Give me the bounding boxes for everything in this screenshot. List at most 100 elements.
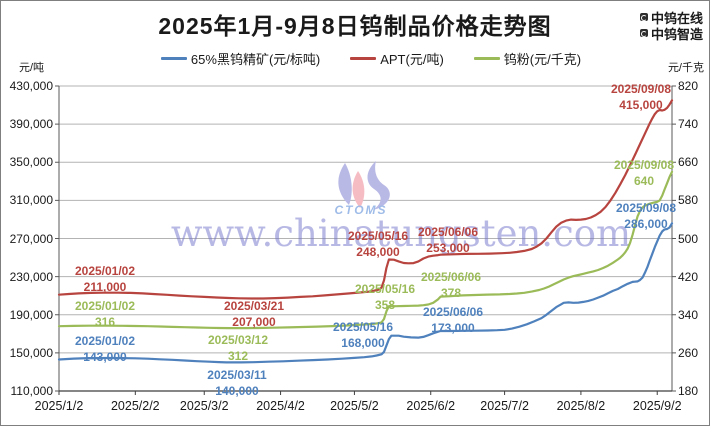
legend-item: APT(元/吨) [350,49,444,68]
right-axis-tick-label: 340 [678,307,699,322]
series-line-green [57,170,674,330]
left-axis-tick-label: 190,000 [9,307,53,322]
x-axis-tick-label: 2025/7/2 [480,399,529,413]
annotation-date: 2025/03/12 [207,333,269,347]
right-axis-tick-label: 500 [678,231,699,246]
legend-label: APT(元/吨) [380,51,444,67]
annotation-value: 358 [374,298,396,312]
left-axis-unit: 元/吨 [19,62,45,74]
annotation-date: 2025/09/08 [613,158,675,172]
annotation-date: 2025/09/08 [615,201,677,215]
data-annotation: 2025/03/21 207,000 [206,298,302,330]
data-annotation: 2025/03/12 312 [190,332,286,364]
x-axis-tick-label: 2025/5/2 [330,399,379,413]
ctia-logo-icon [639,29,648,37]
brand-label-1: 中钨在线 [650,10,703,26]
watermark-text: www.chinatungsten.com [170,212,632,255]
brand-label-2: 中钨智造 [650,26,703,42]
annotation-value: 211,000 [83,280,127,294]
data-annotation: 2025/09/08 286,000 [598,200,694,232]
annotation-value: 640 [633,174,655,188]
left-axis-tick-label: 110,000 [10,384,54,398]
data-annotation: 2025/01/02 211,000 [57,263,153,295]
annotation-value: 253,000 [426,241,470,255]
x-axis-tick-label: 2025/6/2 [406,399,456,413]
left-axis-tick-label: 310,000 [9,193,53,208]
annotation-value: 143,000 [83,350,127,364]
annotation-date: 2025/01/02 [74,299,136,313]
annotation-date: 2025/03/11 [207,368,267,382]
legend-line-swatch [473,56,500,60]
left-axis-tick-label: 430,000 [9,79,53,93]
series-line-red [57,99,674,300]
annotation-value: 168,000 [341,336,385,350]
annotation-date: 2025/01/02 [74,264,136,278]
annotation-date: 2025/03/21 [223,299,285,313]
left-axis-tick-label: 230,000 [9,269,53,284]
annotation-date: 2025/06/06 [422,305,484,319]
data-annotation: 2025/09/08 640 [596,157,692,189]
left-axis-tick-label: 390,000 [9,117,53,132]
legend-item: 65%黑钨精矿(元/标吨) [160,49,321,68]
right-axis-tick-label: 420 [678,269,699,284]
right-axis-tick-label: 180 [678,384,699,398]
x-axis-tick-label: 2025/1/2 [34,399,84,413]
annotation-value: 312 [227,349,249,363]
annotation-value: 415,000 [619,98,663,112]
data-annotation: 2025/05/16 168,000 [315,319,411,351]
x-axis-tick-label: 2025/4/2 [256,399,305,413]
annotation-value: 378 [440,286,462,300]
annotation-date: 2025/06/06 [420,270,482,284]
right-axis-tick-label: 740 [678,117,699,132]
annotation-value: 286,000 [624,217,668,231]
brand-row-2: 中钨智造 [639,25,703,42]
annotation-value: 207,000 [232,315,276,329]
x-axis-tick-label: 2025/2/2 [110,399,160,413]
annotation-date: 2025/01/02 [74,334,136,348]
series-line-blue [57,222,674,364]
brand-row-1: 中钨在线 [639,9,703,26]
data-annotation: 2025/01/02 316 [57,298,153,330]
legend-item: 钨粉(元/千克) [473,49,582,68]
left-axis-tick-label: 350,000 [9,155,53,170]
right-axis-tick-label: 260 [678,345,699,360]
left-axis-tick-label: 150,000 [9,345,53,360]
x-axis-tick-label: 2025/9/2 [632,399,682,413]
annotation-value: 173,000 [431,321,475,335]
x-axis-tick-label: 2025/8/2 [556,399,606,413]
data-annotation: 2025/06/06 173,000 [405,304,501,336]
data-annotation: 2025/05/16 248,000 [330,228,426,260]
legend-line-swatch [350,56,377,60]
data-annotation: 2025/05/16 358 [337,281,433,313]
annotation-value: 316 [94,315,116,329]
data-annotation: 2025/01/02 143,000 [57,333,153,365]
annotation-date: 2025/05/16 [347,229,409,243]
data-annotation: 2025/09/08 415,000 [593,81,689,113]
legend-line-swatch [160,56,187,60]
right-axis-tick-label: 660 [678,155,699,170]
annotation-date: 2025/06/06 [417,225,479,239]
legend-label: 钨粉(元/千克) [503,51,582,67]
right-axis-unit: 元/千克 [667,62,704,74]
annotation-date: 2025/05/16 [332,320,394,334]
annotation-date: 2025/09/08 [610,82,672,96]
data-annotation: 2025/06/06 253,000 [400,224,496,256]
right-axis-tick-label: 580 [678,193,699,208]
annotation-date: 2025/05/16 [354,282,416,296]
data-annotation: 2025/06/06 378 [403,269,499,301]
brand-block: 中钨在线 中钨智造 [639,9,703,42]
page-title: 2025年1月-9月8日钨制品价格走势图 [158,13,552,39]
x-axis-tick-label: 2025/3/2 [179,399,229,413]
legend-label: 65%黑钨精矿(元/标吨) [190,51,321,67]
ctia-logo-icon [639,13,648,21]
right-axis-tick-label: 820 [678,79,699,93]
chart-legend: 65%黑钨精矿(元/标吨) APT(元/吨) 钨粉(元/千克) [121,49,621,67]
annotation-value: 140,000 [215,384,259,398]
watermark-logo-text: CTOMS [334,203,388,217]
annotation-value: 248,000 [356,245,400,259]
left-axis-tick-label: 270,000 [9,231,53,246]
